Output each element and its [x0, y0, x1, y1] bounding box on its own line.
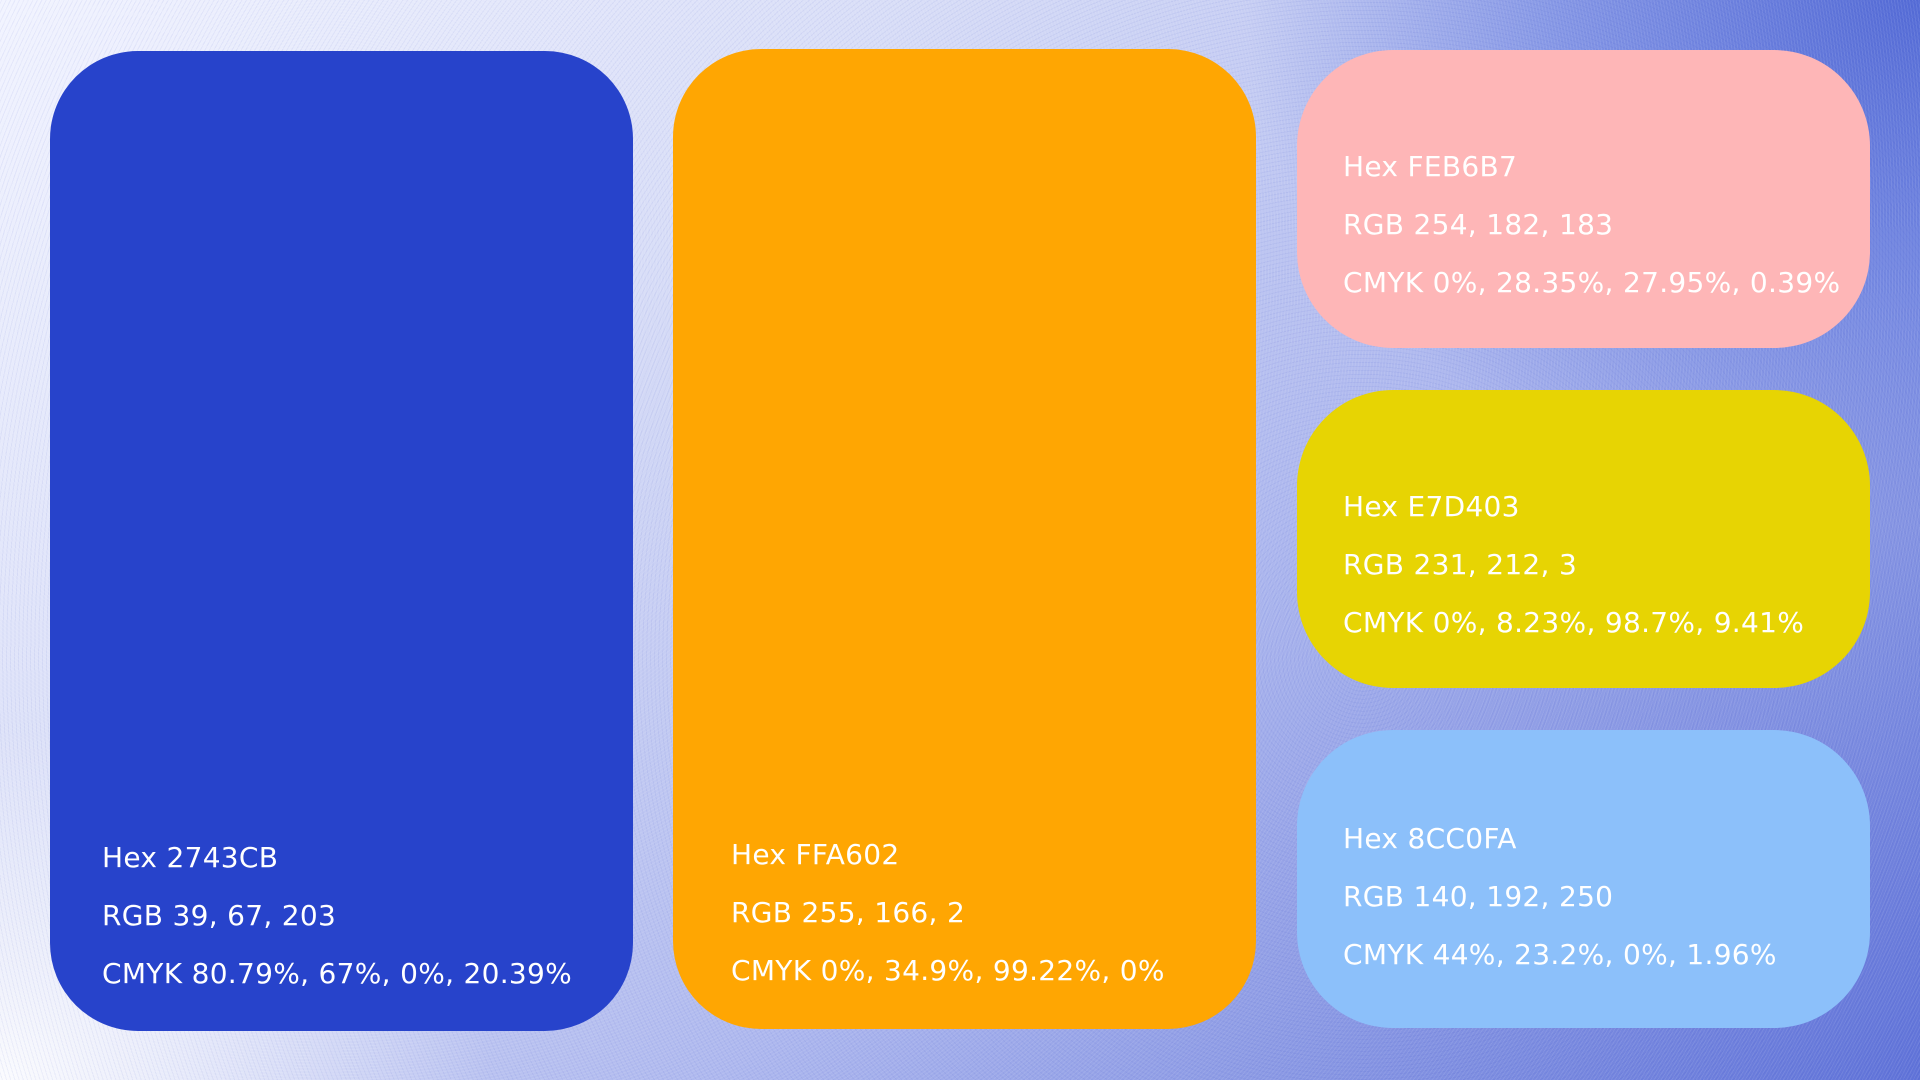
hex-value: Hex FFA602 [731, 838, 900, 871]
hex-value: Hex E7D403 [1343, 490, 1520, 523]
hex-value: Hex 2743CB [102, 841, 279, 874]
rgb-value: RGB 140, 192, 250 [1343, 880, 1614, 913]
swatch-blue: Hex 2743CB RGB 39, 67, 203 CMYK 80.79%, … [50, 51, 633, 1031]
hex-value: Hex FEB6B7 [1343, 150, 1518, 183]
rgb-value: RGB 255, 166, 2 [731, 896, 966, 929]
swatch-info: Hex E7D403 RGB 231, 212, 3 CMYK 0%, 8.23… [1343, 478, 1870, 652]
cmyk-value: CMYK 0%, 28.35%, 27.95%, 0.39% [1343, 266, 1841, 299]
swatch-light-blue: Hex 8CC0FA RGB 140, 192, 250 CMYK 44%, 2… [1297, 730, 1870, 1028]
swatch-pink: Hex FEB6B7 RGB 254, 182, 183 CMYK 0%, 28… [1297, 50, 1870, 348]
rgb-value: RGB 39, 67, 203 [102, 899, 337, 932]
swatch-info: Hex 8CC0FA RGB 140, 192, 250 CMYK 44%, 2… [1343, 810, 1870, 984]
swatch-yellow: Hex E7D403 RGB 231, 212, 3 CMYK 0%, 8.23… [1297, 390, 1870, 688]
hex-value: Hex 8CC0FA [1343, 822, 1517, 855]
swatch-info: Hex FFA602 RGB 255, 166, 2 CMYK 0%, 34.9… [731, 826, 1256, 1000]
cmyk-value: CMYK 0%, 8.23%, 98.7%, 9.41% [1343, 606, 1805, 639]
swatch-orange: Hex FFA602 RGB 255, 166, 2 CMYK 0%, 34.9… [673, 49, 1256, 1029]
swatch-info: Hex 2743CB RGB 39, 67, 203 CMYK 80.79%, … [102, 829, 633, 1003]
rgb-value: RGB 231, 212, 3 [1343, 548, 1578, 581]
cmyk-value: CMYK 0%, 34.9%, 99.22%, 0% [731, 954, 1165, 987]
rgb-value: RGB 254, 182, 183 [1343, 208, 1614, 241]
cmyk-value: CMYK 44%, 23.2%, 0%, 1.96% [1343, 938, 1777, 971]
cmyk-value: CMYK 80.79%, 67%, 0%, 20.39% [102, 957, 573, 990]
swatch-info: Hex FEB6B7 RGB 254, 182, 183 CMYK 0%, 28… [1343, 138, 1870, 312]
